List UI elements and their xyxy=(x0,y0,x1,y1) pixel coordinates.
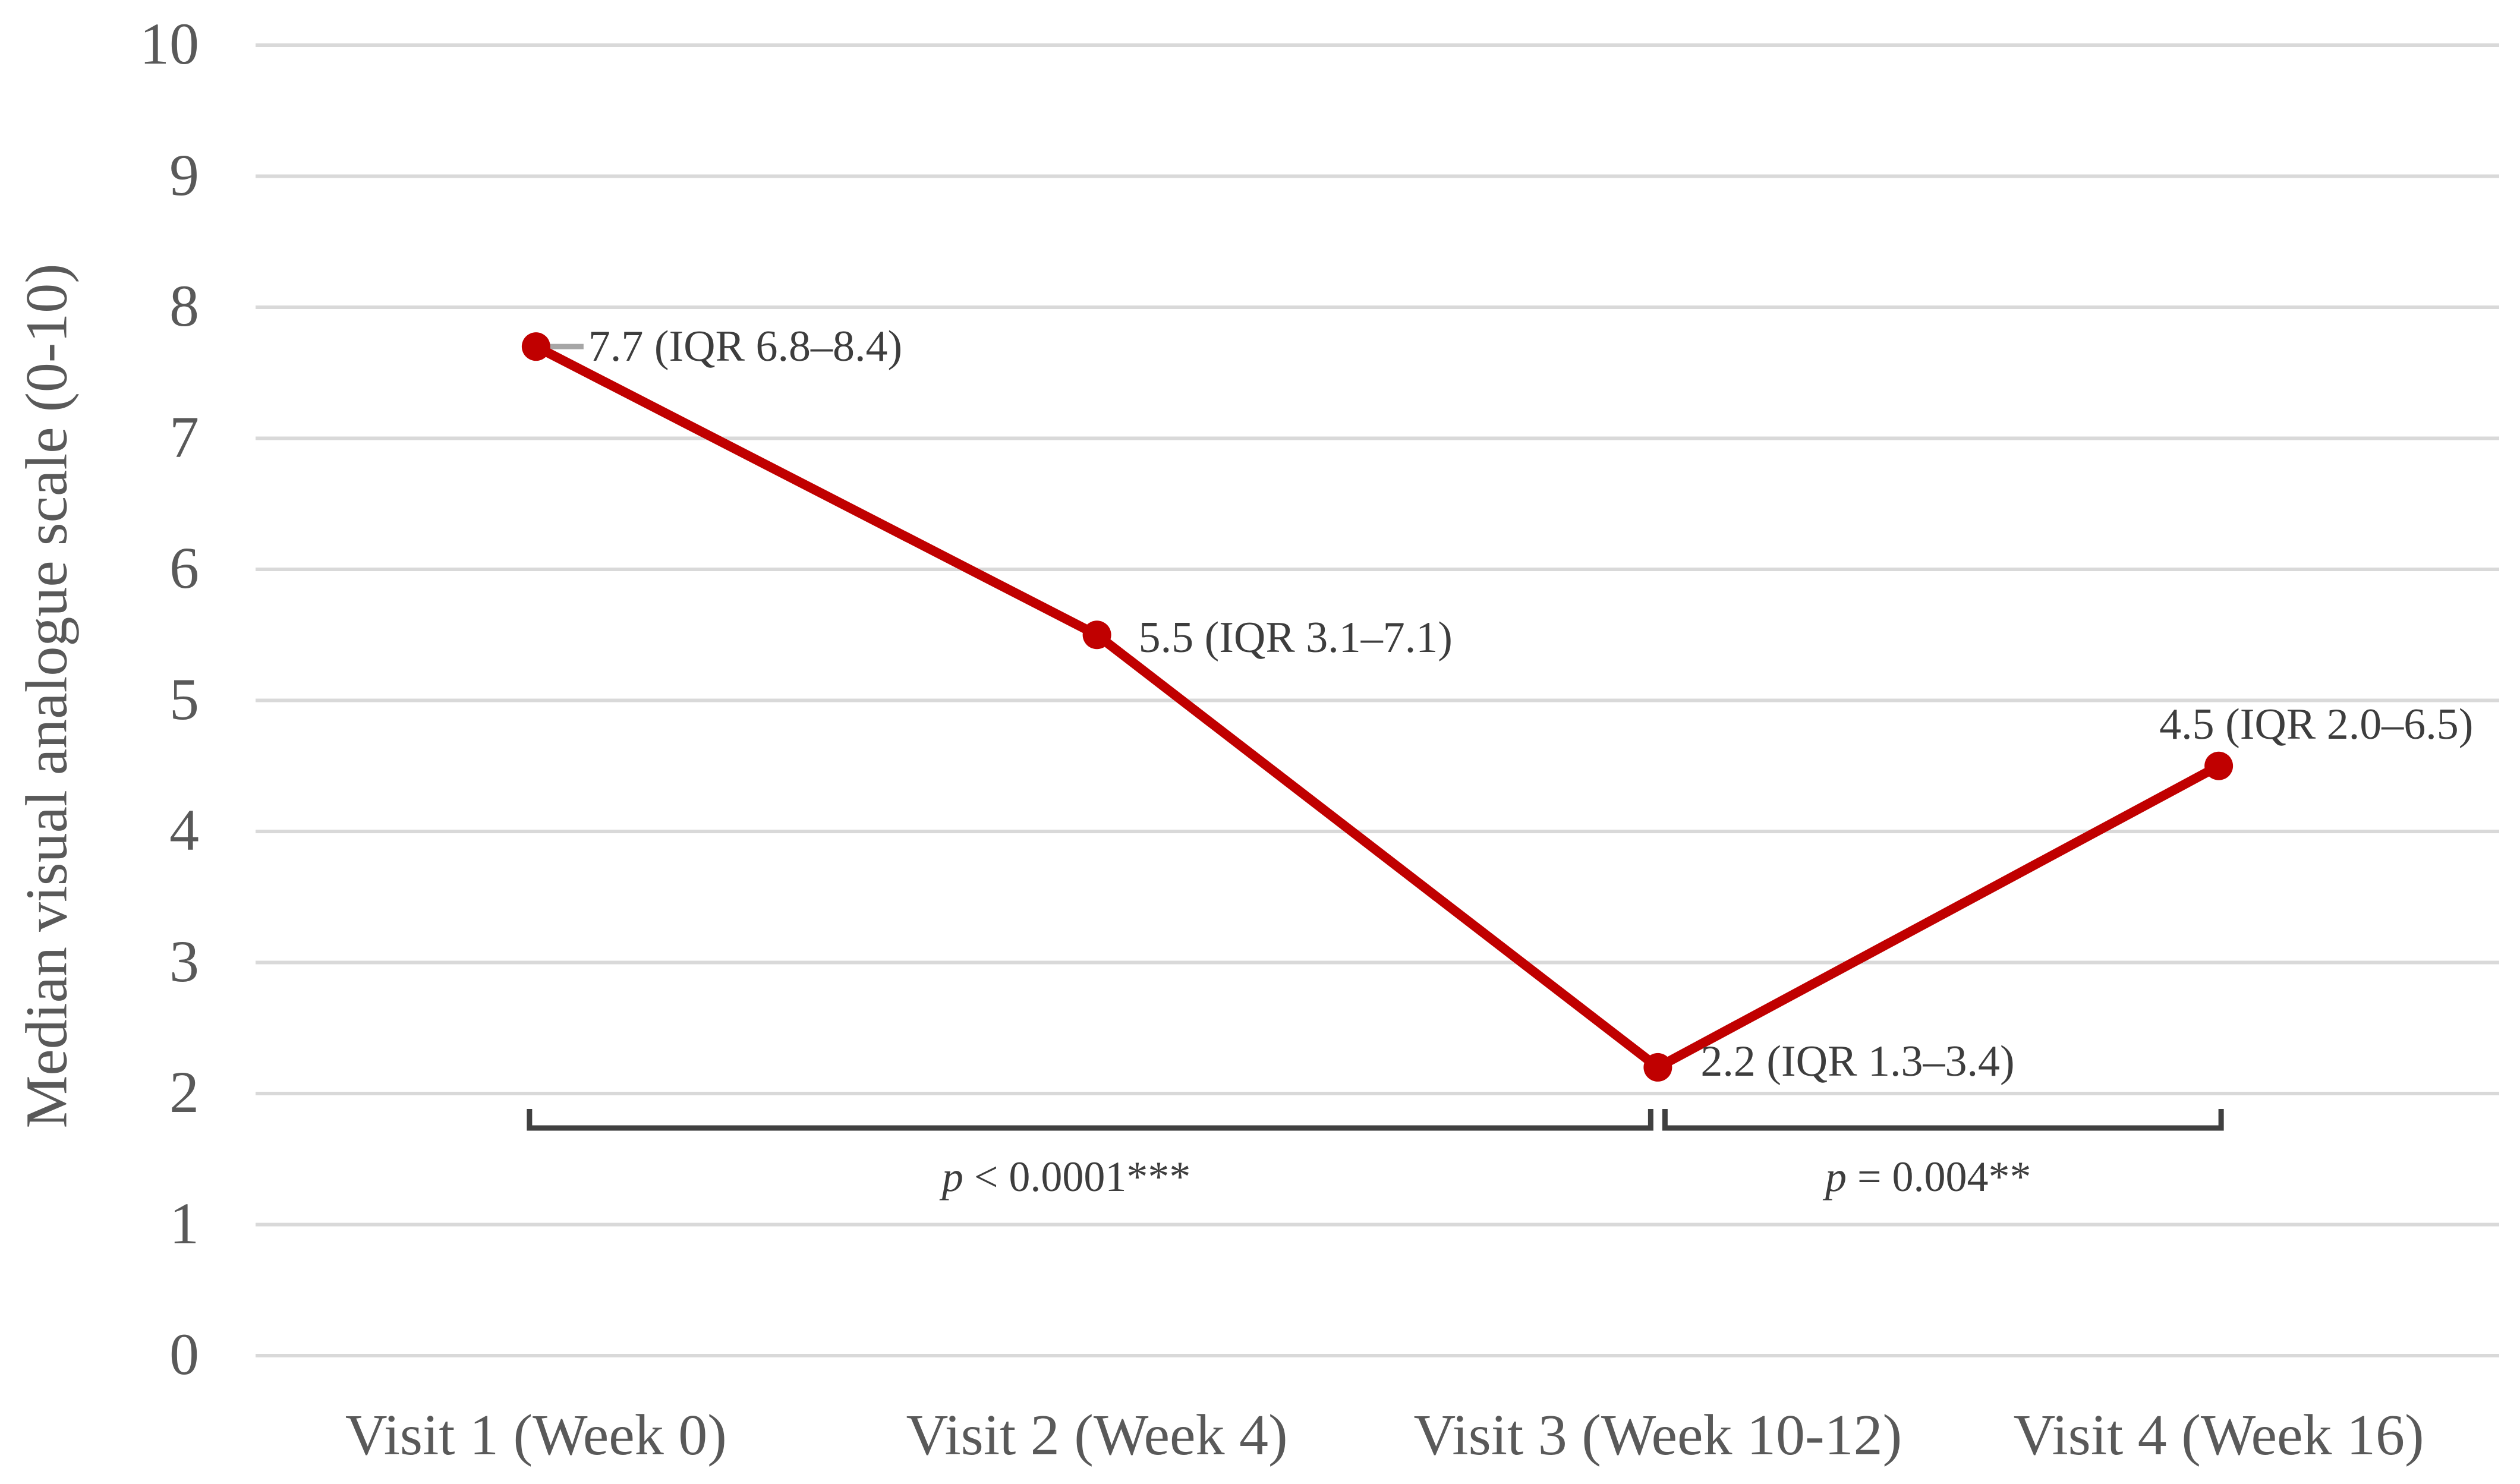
p-symbol: p xyxy=(941,1153,963,1201)
y-tick-label: 6 xyxy=(169,535,199,601)
p-value-text: = 0.004** xyxy=(1846,1153,2031,1201)
p-symbol: p xyxy=(1825,1153,1847,1201)
significance-bracket xyxy=(527,1109,1653,1131)
y-tick-label: 2 xyxy=(169,1059,199,1125)
y-tick-label: 4 xyxy=(169,797,199,863)
y-tick-label: 1 xyxy=(169,1190,199,1256)
y-tick-label: 7 xyxy=(169,404,199,470)
data-point-label-visit2: 5.5 (IQR 3.1–7.1) xyxy=(1138,613,1453,663)
data-point-marker xyxy=(1082,620,1111,650)
p-value-annotation-2: p = 0.004** xyxy=(1825,1155,2031,1198)
data-point-label-visit3: 2.2 (IQR 1.3–3.4) xyxy=(1700,1036,2015,1086)
y-tick-label: 10 xyxy=(140,11,199,77)
series-line xyxy=(531,342,2224,1072)
y-tick-label: 9 xyxy=(169,141,199,208)
data-point-label-visit1: 7.7 (IQR 6.8–8.4) xyxy=(588,322,903,371)
data-point-marker xyxy=(1643,1053,1672,1082)
p-value-text: < 0.0001*** xyxy=(963,1153,1191,1201)
y-tick-label: 5 xyxy=(169,666,199,732)
x-axis-label: Visit 2 (Week 4) xyxy=(906,1403,1288,1467)
data-point-marker xyxy=(521,332,550,361)
data-point-label-visit4: 4.5 (IQR 2.0–6.5) xyxy=(2159,700,2474,749)
significance-bracket xyxy=(1662,1109,2224,1131)
p-value-annotation-1: p < 0.0001*** xyxy=(942,1155,1191,1198)
data-point-marker xyxy=(2204,751,2234,780)
y-tick-label: 8 xyxy=(169,273,199,339)
x-axis-label: Visit 1 (Week 0) xyxy=(345,1403,727,1467)
x-axis-label: Visit 3 (Week 10-12) xyxy=(1413,1403,1902,1467)
x-axis-label: Visit 4 (Week 16) xyxy=(2013,1403,2424,1467)
y-tick-label: 0 xyxy=(169,1321,199,1387)
y-tick-label: 3 xyxy=(169,928,199,994)
